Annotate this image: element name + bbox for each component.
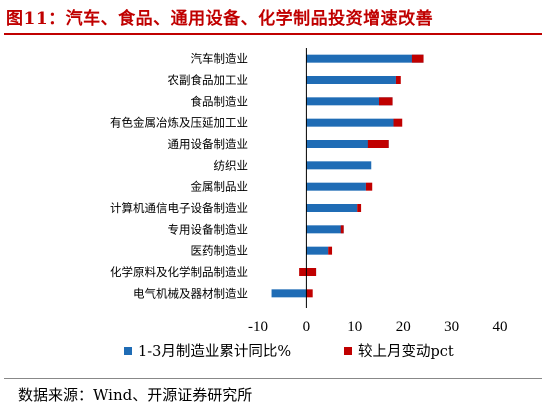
category-label: 食品制造业 [191,94,249,108]
bar-monthly-change [357,204,362,212]
category-label: 纺织业 [214,158,249,172]
bar-monthly-change [393,118,403,127]
x-axis: -10 0 10 20 30 40 [248,48,508,335]
bar-monthly-change [328,246,333,255]
chart-title: 图11：汽车、食品、通用设备、化学制品投资增速改善 [6,9,434,29]
category-label: 有色金属冶炼及压延加工业 [110,116,248,130]
bar-ytd-growth [306,246,329,255]
bars [271,54,424,298]
bar-ytd-growth [306,204,358,212]
category-label: 金属制品业 [191,180,249,194]
category-label: 化学原料及化学制品制造业 [110,265,248,279]
category-label: 专用设备制造业 [168,222,249,236]
bar-monthly-change [367,140,389,148]
bar-ytd-growth [306,54,424,63]
legend-label: 较上月变动pct [358,342,454,360]
category-label: 汽车制造业 [191,52,249,66]
category-label: 通用设备制造业 [168,137,249,151]
legend-swatch [124,347,132,355]
legend-label: 1-3月制造业累计同比% [138,343,291,360]
bar-ytd-growth [306,161,372,170]
x-tick-label: 30 [444,319,459,335]
x-tick-label: -10 [248,319,268,335]
category-label: 农副食品加工业 [168,73,249,87]
category-label: 计算机通信电子设备制造业 [110,201,248,215]
bar-monthly-change [340,225,344,234]
bar-chart: 汽车制造业农副食品加工业食品制造业有色金属冶炼及压延加工业通用设备制造业纺织业金… [110,48,508,360]
bar-ytd-growth [306,118,394,127]
category-labels: 汽车制造业农副食品加工业食品制造业有色金属冶炼及压延加工业通用设备制造业纺织业金… [110,52,248,301]
x-tick-label: 10 [347,319,362,335]
bar-ytd-growth [306,97,393,106]
legend: 1-3月制造业累计同比% 较上月变动pct [124,342,454,360]
bar-monthly-change [379,97,393,106]
bar-monthly-change [365,182,373,191]
bar-ytd-growth [306,140,389,148]
source-divider [4,378,542,379]
bar-ytd-growth [271,289,307,298]
bar-monthly-change [411,54,424,63]
bar-monthly-change [299,268,317,276]
x-tick-label: 40 [493,319,508,335]
bar-ytd-growth [306,225,344,234]
source-note: 数据来源：Wind、开源证券研究所 [18,386,253,404]
bar-ytd-growth [306,76,396,84]
x-tick-label: 0 [303,319,311,335]
title-underline [4,33,542,35]
bar-monthly-change [306,289,313,298]
bar-ytd-growth [306,182,366,191]
category-label: 医药制造业 [191,244,249,258]
x-tick-label: 20 [396,319,411,335]
bar-monthly-change [395,76,401,84]
legend-swatch [344,347,352,355]
category-label: 电气机械及器材制造业 [133,286,248,300]
